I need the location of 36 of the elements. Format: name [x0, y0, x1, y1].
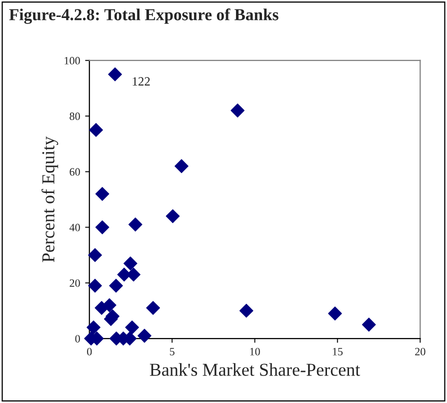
annotation: 122: [132, 77, 150, 86]
point: [89, 123, 103, 137]
point: [88, 248, 102, 262]
x-tick-label: 10: [250, 348, 260, 356]
point: [86, 320, 100, 334]
point: [88, 278, 102, 293]
chart-title: Figure-4.2.8: Total Exposure of Banks: [9, 8, 278, 24]
point: [102, 298, 116, 312]
x-axis-title: Bank's Market Share-Percent: [150, 363, 360, 376]
point: [146, 300, 160, 315]
y-tick-label: 20: [70, 279, 80, 287]
point: [95, 186, 110, 201]
x-tick-label: 15: [332, 348, 343, 356]
point: [126, 268, 140, 282]
point: [328, 306, 342, 320]
point: [138, 328, 152, 343]
point: [239, 304, 254, 318]
x-tick-label: 0: [87, 348, 92, 356]
x-tick-label: 20: [415, 348, 426, 356]
x-tick-label: 5: [170, 348, 174, 356]
point: [362, 318, 376, 332]
y-tick-label: 0: [75, 334, 80, 342]
point: [125, 320, 140, 334]
point: [174, 159, 188, 174]
point: [108, 67, 122, 82]
point: [128, 218, 142, 232]
point: [95, 220, 110, 234]
y-tick-label: 80: [70, 112, 80, 120]
y-tick-label: 100: [64, 56, 80, 64]
point: [109, 278, 123, 293]
y-tick-label: 60: [70, 168, 80, 176]
point: [230, 104, 245, 118]
point: [166, 209, 180, 224]
point: [123, 256, 138, 270]
y-tick-label: 40: [69, 224, 80, 232]
y-axis-title: Percent of Equity: [42, 136, 58, 262]
